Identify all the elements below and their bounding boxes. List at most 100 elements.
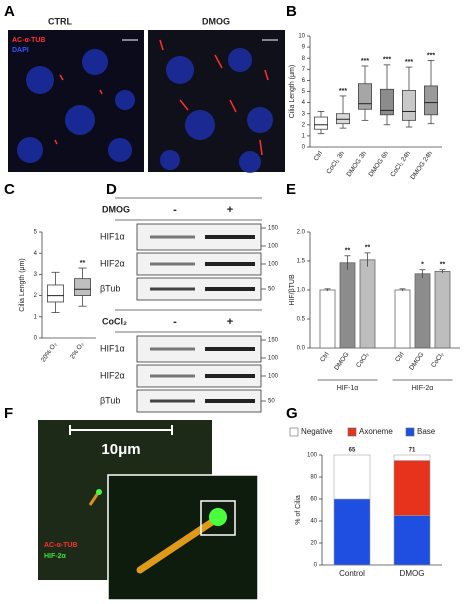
band bbox=[205, 287, 255, 291]
y-tick-label: 60 bbox=[310, 497, 317, 503]
box bbox=[47, 284, 65, 303]
protein-label: βTub bbox=[100, 283, 120, 293]
band bbox=[205, 262, 255, 266]
y-tick-label: 1 bbox=[302, 133, 306, 139]
treatment-label: DMOG bbox=[102, 204, 130, 214]
group-label: HIF-1α bbox=[337, 385, 359, 392]
mw-marker: 100 bbox=[268, 374, 279, 380]
y-axis-label: HIF/βTUB bbox=[289, 274, 296, 306]
legend-label: Base bbox=[417, 427, 436, 436]
band bbox=[150, 287, 195, 291]
y-tick-label: 9 bbox=[302, 45, 306, 51]
box bbox=[313, 116, 328, 130]
bar bbox=[414, 273, 431, 349]
bar-segment bbox=[393, 515, 431, 566]
panel-letter: G bbox=[286, 405, 298, 422]
treatment-label: CoCl₂ bbox=[102, 316, 127, 326]
nuclei bbox=[17, 48, 273, 173]
x-tick-label: DMOG bbox=[400, 569, 425, 578]
panel-letter: C bbox=[4, 181, 15, 198]
mw-marker: 100 bbox=[268, 262, 279, 268]
x-tick-label: CoCl₂ 3h bbox=[325, 150, 346, 176]
x-tick-label: CoCl₂ bbox=[355, 351, 371, 369]
band bbox=[150, 399, 195, 403]
bar bbox=[394, 289, 411, 349]
band bbox=[205, 235, 255, 239]
y-tick-label: 0.0 bbox=[297, 346, 306, 352]
legend-label: Negative bbox=[301, 427, 333, 436]
x-tick-label: 2% O₂ bbox=[69, 341, 86, 361]
box bbox=[335, 113, 350, 125]
stain-label: HIF-2α bbox=[44, 553, 67, 560]
y-tick-label: 0.5 bbox=[297, 317, 306, 323]
protein-label: HIF2α bbox=[100, 258, 125, 268]
bar-segment bbox=[393, 454, 431, 461]
x-tick-label: Ctrl bbox=[319, 351, 331, 364]
legend-swatch bbox=[289, 427, 299, 437]
hif-spot bbox=[96, 489, 102, 495]
y-tick-label: 10 bbox=[298, 34, 305, 40]
y-tick-label: 80 bbox=[310, 475, 317, 481]
significance: *** bbox=[361, 58, 369, 65]
bar-segment bbox=[333, 454, 371, 500]
box bbox=[357, 83, 372, 110]
y-tick-label: 5 bbox=[34, 230, 38, 236]
treatment-sign: - bbox=[173, 204, 177, 216]
x-tick-label: 20% O₂ bbox=[40, 341, 59, 364]
significance: ** bbox=[345, 248, 351, 255]
scale-label: 10μm bbox=[101, 441, 140, 458]
x-tick-label: DMOG 24h bbox=[409, 150, 434, 181]
panel-letter: F bbox=[4, 405, 13, 422]
significance: ** bbox=[80, 260, 86, 267]
x-tick-label: DMOG 6h bbox=[368, 150, 391, 178]
condition-label: DMOG bbox=[202, 16, 230, 26]
y-tick-label: 8 bbox=[302, 56, 306, 62]
panel-letter: A bbox=[4, 3, 15, 20]
significance: ** bbox=[440, 262, 446, 269]
treatment-sign: + bbox=[227, 316, 233, 328]
band bbox=[150, 262, 195, 266]
inset-box bbox=[200, 500, 236, 536]
legend-swatch bbox=[347, 427, 357, 437]
stain-label: AC-α-TUB bbox=[44, 542, 77, 549]
legend-label: Axoneme bbox=[359, 427, 393, 436]
mw-marker: 100 bbox=[268, 356, 279, 362]
band bbox=[205, 347, 255, 351]
x-tick-label: DMOG 3h bbox=[346, 150, 369, 178]
y-tick-label: 7 bbox=[302, 67, 306, 73]
y-tick-label: 2 bbox=[302, 122, 306, 128]
count-label: 71 bbox=[409, 448, 416, 454]
y-tick-label: 2.0 bbox=[297, 230, 306, 236]
group-label: HIF-2α bbox=[412, 385, 434, 392]
bar bbox=[434, 271, 451, 349]
band bbox=[205, 374, 255, 378]
mw-marker: 50 bbox=[268, 399, 275, 405]
treatment-sign: + bbox=[227, 204, 233, 216]
y-tick-label: 2 bbox=[34, 293, 38, 299]
y-axis-label: Cilia Length (μm) bbox=[289, 65, 296, 118]
bar-segment bbox=[333, 498, 371, 566]
y-tick-label: 20 bbox=[310, 541, 317, 547]
micrograph bbox=[148, 30, 285, 172]
x-tick-label: CoCl₂ 24h bbox=[389, 150, 412, 179]
treatment-sign: - bbox=[173, 316, 177, 328]
x-tick-label: DMOG bbox=[333, 351, 350, 372]
x-tick-label: Control bbox=[339, 569, 365, 578]
y-tick-label: 1.5 bbox=[297, 259, 306, 265]
mw-marker: 150 bbox=[268, 338, 279, 344]
y-tick-label: 0 bbox=[302, 145, 306, 151]
y-tick-label: 0 bbox=[314, 563, 318, 569]
bar bbox=[359, 259, 376, 349]
protein-label: HIF2α bbox=[100, 370, 125, 380]
panel-letter: D bbox=[106, 181, 117, 198]
box bbox=[74, 278, 92, 297]
significance: *** bbox=[383, 57, 391, 64]
x-tick-label: Ctrl bbox=[313, 150, 325, 163]
bar-segment bbox=[393, 460, 431, 516]
bar bbox=[339, 262, 356, 349]
y-tick-label: 0 bbox=[34, 336, 38, 342]
significance: * bbox=[421, 262, 424, 269]
x-tick-label: CoCl₂ bbox=[430, 351, 446, 369]
legend-swatch bbox=[405, 427, 415, 437]
